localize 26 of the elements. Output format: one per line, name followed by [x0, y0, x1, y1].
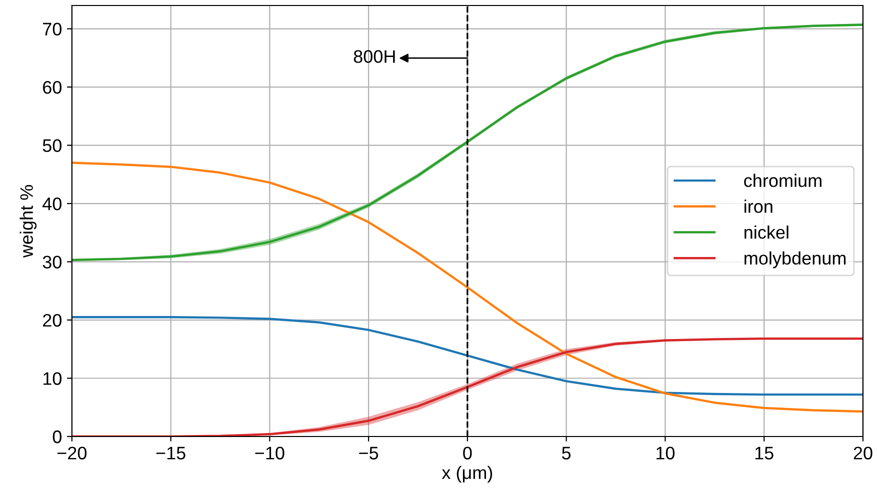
y-tick-label: 30 — [42, 256, 62, 268]
x-tick-label: 10 — [656, 446, 675, 460]
y-axis-title: weight % — [20, 185, 37, 258]
x-tick-label: 20 — [854, 446, 872, 460]
legend-label: nickel — [744, 226, 788, 239]
x-tick-label: −15 — [156, 446, 186, 460]
x-axis-title: x (μm) — [442, 466, 492, 483]
annotation: 800H — [354, 50, 395, 63]
x-tick-label: 5 — [562, 446, 571, 460]
x-tick-label: −10 — [255, 446, 284, 460]
y-tick-label: 20 — [43, 314, 62, 327]
y-tick-label: 50 — [42, 139, 62, 152]
y-tick-label: 60 — [43, 80, 62, 94]
line-series — [72, 162, 863, 413]
y-tick-label: 40 — [42, 197, 62, 210]
x-tick-label: 15 — [755, 446, 774, 460]
x-tick-label: 0 — [463, 446, 472, 460]
y-tick-label: 10 — [43, 372, 62, 385]
legend-label: iron — [744, 200, 772, 213]
x-tick-label: −20 — [57, 446, 87, 460]
y-tick-label: 0 — [52, 430, 62, 444]
y-tick-label: 70 — [43, 22, 62, 36]
legend-label: molybdenum — [744, 251, 846, 268]
line-series — [72, 316, 863, 396]
x-tick-label: −5 — [359, 446, 378, 460]
legend-label: chromium — [744, 174, 822, 188]
